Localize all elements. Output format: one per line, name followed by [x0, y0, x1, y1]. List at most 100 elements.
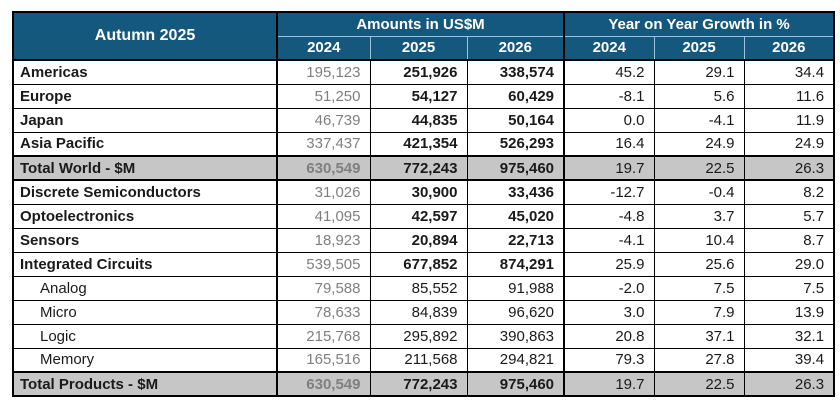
amount-2025: 211,568 — [369, 347, 468, 373]
growth-2024: -12.7 — [563, 179, 655, 205]
growth-2026: 39.4 — [743, 347, 835, 373]
amount-2025: 251,926 — [369, 59, 468, 85]
amount-2025: 20,894 — [369, 227, 468, 253]
growth-2025: -4.1 — [653, 107, 745, 133]
growth-2024: -4.8 — [563, 203, 655, 229]
table-row: Optoelectronics 41,095 42,597 45,020 -4.… — [12, 203, 835, 229]
growth-year-2024-header: 2024 — [563, 36, 655, 60]
amount-2025: 772,243 — [369, 371, 468, 397]
amount-2024: 78,633 — [276, 299, 371, 325]
growth-year-2025-header: 2025 — [653, 36, 745, 60]
amount-2026: 33,436 — [466, 179, 566, 205]
amount-2026: 50,164 — [466, 107, 566, 133]
amount-2025: 44,835 — [369, 107, 468, 133]
row-label: Analog — [12, 275, 278, 301]
growth-2026: 7.5 — [743, 275, 835, 301]
amount-2026: 526,293 — [466, 131, 566, 157]
growth-2026: 26.3 — [743, 371, 835, 397]
row-label: Memory — [12, 347, 278, 373]
growth-2026: 34.4 — [743, 59, 835, 85]
growth-group-header: Year on Year Growth in % — [564, 12, 835, 37]
amount-2024: 195,123 — [276, 59, 371, 85]
growth-2026: 13.9 — [743, 299, 835, 325]
row-label: Total World - $M — [12, 155, 278, 181]
row-label: Integrated Circuits — [12, 251, 278, 277]
growth-2024: 16.4 — [563, 131, 655, 157]
table-row: Memory 165,516 211,568 294,821 79.3 27.8… — [12, 347, 835, 373]
growth-2024: -2.0 — [563, 275, 655, 301]
table-row: Total Products - $M 630,549 772,243 975,… — [12, 371, 835, 397]
season-header: Autumn 2025 — [13, 12, 278, 60]
row-label: Europe — [12, 83, 278, 109]
amounts-year-2024-header: 2024 — [276, 36, 370, 60]
growth-2026: 8.2 — [743, 179, 835, 205]
growth-2024: 20.8 — [563, 323, 655, 349]
amount-2025: 42,597 — [369, 203, 468, 229]
amount-2025: 772,243 — [369, 155, 468, 181]
amount-2026: 294,821 — [466, 347, 566, 373]
table-row: Analog 79,588 85,552 91,988 -2.0 7.5 7.5 — [12, 275, 835, 301]
amount-2024: 41,095 — [276, 203, 371, 229]
amount-2026: 45,020 — [466, 203, 566, 229]
amounts-year-2025-header: 2025 — [369, 36, 467, 60]
amount-2024: 215,768 — [276, 323, 371, 349]
growth-2025: 5.6 — [653, 83, 745, 109]
growth-2024: -8.1 — [563, 83, 655, 109]
amount-2026: 60,429 — [466, 83, 566, 109]
row-label: Total Products - $M — [12, 371, 278, 397]
amount-2026: 975,460 — [466, 371, 566, 397]
row-label: Discrete Semiconductors — [12, 179, 278, 205]
header-year-row: 2024 2025 2026 2024 2025 2026 — [13, 36, 835, 60]
amount-2024: 79,588 — [276, 275, 371, 301]
growth-2026: 5.7 — [743, 203, 835, 229]
growth-2025: 24.9 — [653, 131, 745, 157]
amount-2024: 165,516 — [276, 347, 371, 373]
forecast-table: Autumn 2025 Amounts in US$M Year on Year… — [12, 11, 836, 397]
growth-2024: 0.0 — [563, 107, 655, 133]
amounts-group-header: Amounts in US$M — [277, 12, 566, 37]
amount-2026: 96,620 — [466, 299, 566, 325]
growth-2024: 79.3 — [563, 347, 655, 373]
amounts-year-2026-header: 2026 — [466, 36, 565, 60]
row-label: Asia Pacific — [12, 131, 278, 157]
table-row: Micro 78,633 84,839 96,620 3.0 7.9 13.9 — [12, 299, 835, 325]
growth-2025: 27.8 — [653, 347, 745, 373]
growth-2024: 45.2 — [563, 59, 655, 85]
amount-2024: 51,250 — [276, 83, 371, 109]
growth-2024: 19.7 — [563, 155, 655, 181]
growth-2025: -0.4 — [653, 179, 745, 205]
table-row: Total World - $M 630,549 772,243 975,460… — [12, 155, 835, 181]
growth-2025: 22.5 — [653, 155, 745, 181]
growth-2026: 26.3 — [743, 155, 835, 181]
table-row: Asia Pacific 337,437 421,354 526,293 16.… — [12, 131, 835, 157]
row-label: Japan — [12, 107, 278, 133]
amount-2025: 295,892 — [369, 323, 468, 349]
amount-2026: 22,713 — [466, 227, 566, 253]
header-group-row: Autumn 2025 Amounts in US$M Year on Year… — [13, 12, 835, 60]
amount-2025: 421,354 — [369, 131, 468, 157]
amount-2024: 630,549 — [276, 155, 371, 181]
table-header: Autumn 2025 Amounts in US$M Year on Year… — [13, 12, 835, 60]
table-row: Americas 195,123 251,926 338,574 45.2 29… — [12, 59, 835, 85]
growth-2026: 11.6 — [743, 83, 835, 109]
amount-2024: 18,923 — [276, 227, 371, 253]
amount-2025: 84,839 — [369, 299, 468, 325]
growth-2025: 29.1 — [653, 59, 745, 85]
table-row: Integrated Circuits 539,505 677,852 874,… — [12, 251, 835, 277]
row-label: Americas — [12, 59, 278, 85]
table-row: Discrete Semiconductors 31,026 30,900 33… — [12, 179, 835, 205]
growth-2026: 8.7 — [743, 227, 835, 253]
table-row: Europe 51,250 54,127 60,429 -8.1 5.6 11.… — [12, 83, 835, 109]
amount-2025: 677,852 — [369, 251, 468, 277]
amount-2024: 337,437 — [276, 131, 371, 157]
growth-2026: 11.9 — [743, 107, 835, 133]
table-row: Sensors 18,923 20,894 22,713 -4.1 10.4 8… — [12, 227, 835, 253]
row-label: Micro — [12, 299, 278, 325]
amount-2025: 30,900 — [369, 179, 468, 205]
amount-2026: 91,988 — [466, 275, 566, 301]
amount-2024: 630,549 — [276, 371, 371, 397]
growth-2025: 7.5 — [653, 275, 745, 301]
growth-2026: 29.0 — [743, 251, 835, 277]
table-row: Japan 46,739 44,835 50,164 0.0 -4.1 11.9 — [12, 107, 835, 133]
